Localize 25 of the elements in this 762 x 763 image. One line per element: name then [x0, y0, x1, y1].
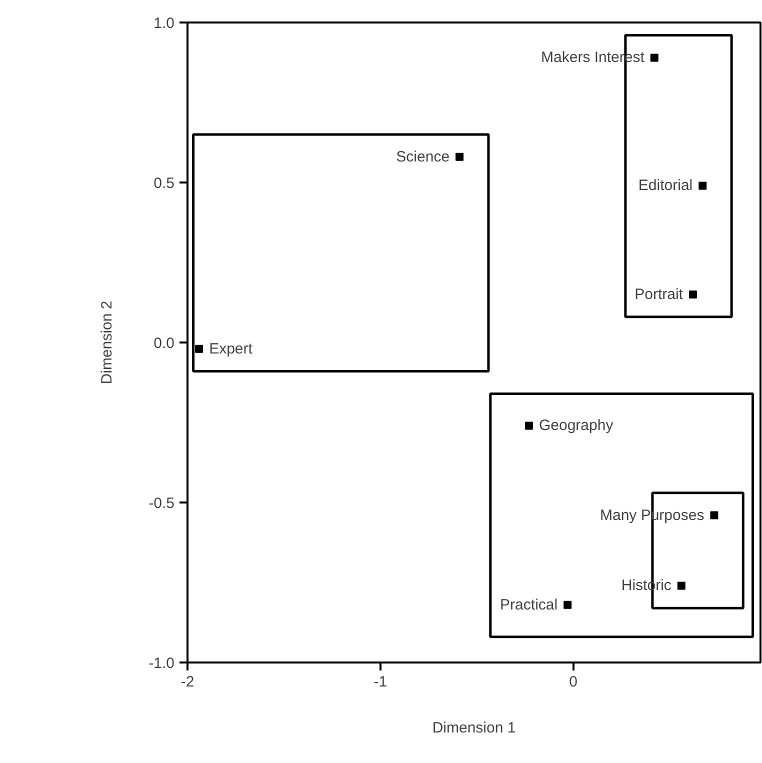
point	[710, 511, 718, 520]
point	[698, 182, 707, 190]
y-tick-label: 0.5	[154, 175, 175, 192]
y-tick-label: 0.0	[154, 335, 175, 352]
x-tick-label: -2	[180, 674, 194, 690]
x-axis-title: Dimension 1	[432, 720, 516, 736]
y-tick-label: -0.5	[148, 495, 175, 512]
annotation: Editorial	[638, 177, 693, 194]
annotation: Expert	[209, 340, 254, 358]
point	[564, 600, 572, 609]
annotation: Geography	[538, 417, 614, 434]
y-tick-label: -1.0	[148, 655, 175, 672]
point	[650, 54, 658, 62]
point	[524, 422, 533, 430]
point	[456, 152, 464, 161]
y-axis-title: Dimension 2	[98, 300, 116, 384]
point	[195, 344, 204, 353]
x-tick-label: 0	[569, 674, 578, 690]
annotation: Practical	[500, 596, 558, 614]
y-tick-label: 1.0	[154, 15, 175, 32]
x-tick-label: -1	[374, 674, 388, 690]
point	[677, 582, 686, 590]
point	[688, 290, 697, 298]
annotation: Portrait	[634, 286, 684, 303]
annotation: Science	[396, 148, 450, 166]
